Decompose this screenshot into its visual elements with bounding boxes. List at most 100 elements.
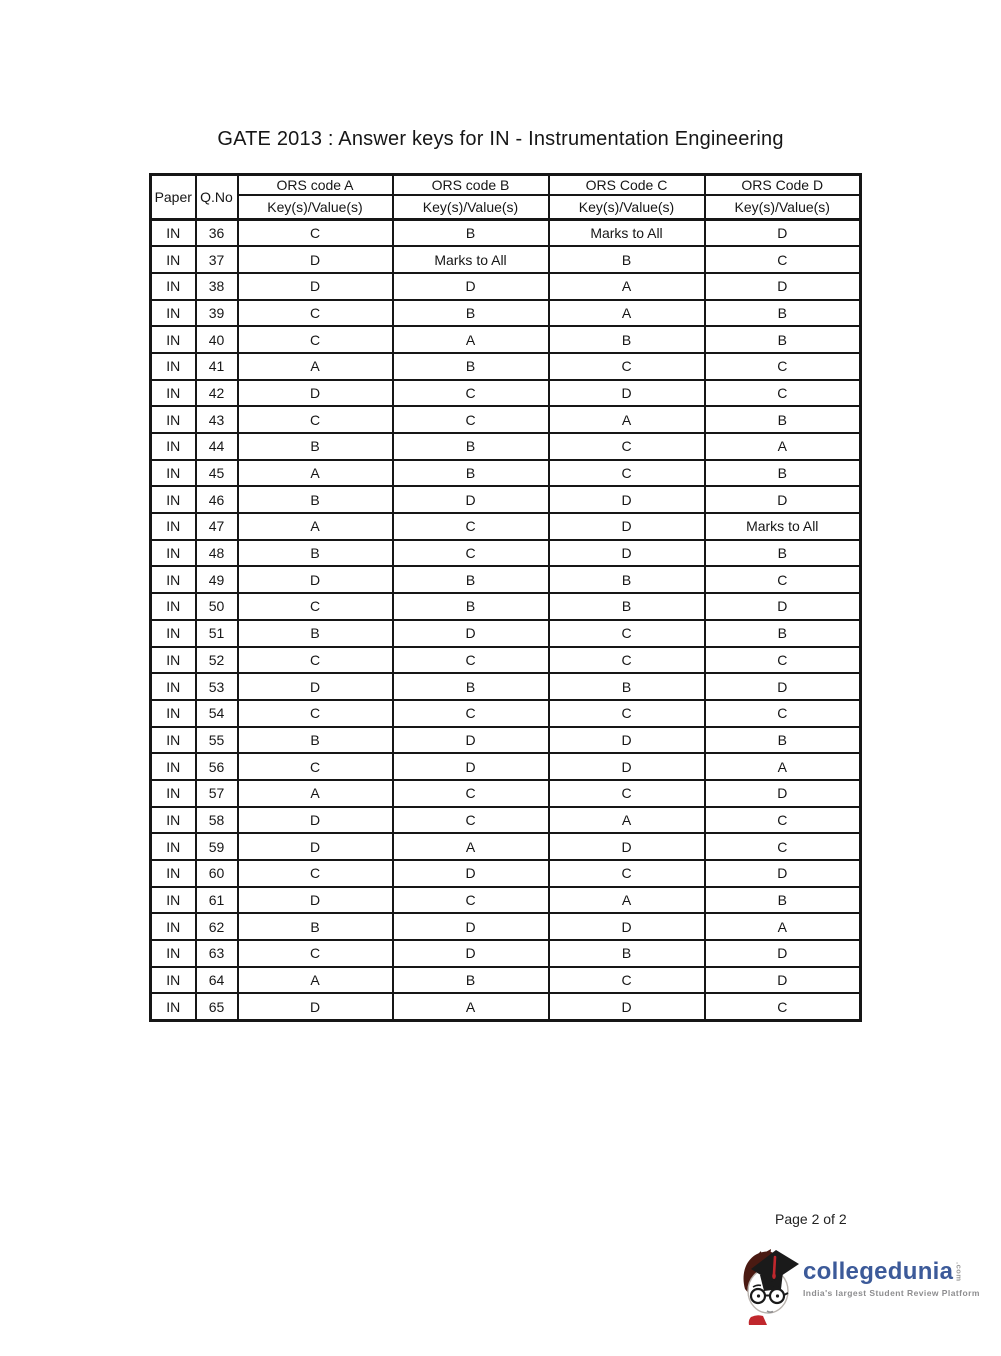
key-cell-ors-d: C (703, 378, 862, 408)
key-cell-ors-c: D (547, 912, 706, 942)
key-cell-ors-a: B (236, 618, 394, 648)
paper-cell: IN (149, 912, 197, 942)
key-cell-ors-b: C (391, 405, 550, 434)
qno-cell: 42 (194, 378, 239, 408)
qno-cell: 40 (194, 325, 239, 354)
key-cell-ors-b: C (391, 885, 550, 915)
key-cell-ors-b: B (391, 672, 550, 701)
col-subheader-ors-d: Key(s)/Value(s) (703, 193, 862, 221)
paper-cell: IN (149, 939, 197, 968)
key-cell-ors-b: B (391, 218, 550, 248)
key-cell-ors-c: C (547, 778, 706, 808)
key-cell-ors-c: A (547, 805, 706, 835)
key-cell-ors-a: C (236, 405, 394, 434)
key-cell-ors-c: C (547, 351, 706, 381)
col-header-ors-d: ORS Code D (703, 173, 862, 196)
table-row: IN 65 D A D C (149, 992, 862, 1022)
qno-cell: 43 (194, 405, 239, 434)
page-number: Page 2 of 2 (775, 1211, 847, 1227)
qno-cell: 51 (194, 618, 239, 648)
key-cell-ors-b: C (391, 512, 550, 541)
key-cell-ors-d: B (703, 405, 862, 434)
paper-cell: IN (149, 432, 197, 461)
key-cell-ors-d: D (703, 778, 862, 808)
key-cell-ors-d: A (703, 432, 862, 461)
col-subheader-ors-b: Key(s)/Value(s) (391, 193, 550, 221)
table-row: IN 61 D C A B (149, 885, 862, 915)
key-cell-ors-d: A (703, 912, 862, 942)
key-cell-ors-d: D (703, 592, 862, 621)
key-cell-ors-b: A (391, 992, 550, 1022)
key-cell-ors-a: B (236, 432, 394, 461)
key-cell-ors-d: D (703, 218, 862, 248)
key-cell-ors-d: C (703, 698, 862, 728)
qno-cell: 56 (194, 752, 239, 781)
table-row: IN 64 A B C D (149, 965, 862, 995)
key-cell-ors-c: C (547, 458, 706, 488)
key-cell-ors-d: B (703, 885, 862, 915)
key-cell-ors-b: C (391, 698, 550, 728)
key-cell-ors-a: C (236, 698, 394, 728)
key-cell-ors-a: D (236, 992, 394, 1022)
key-cell-ors-d: D (703, 859, 862, 888)
paper-cell: IN (149, 672, 197, 701)
qno-cell: 38 (194, 271, 239, 301)
key-cell-ors-c: A (547, 885, 706, 915)
key-cell-ors-b: D (391, 912, 550, 942)
table-row: IN 51 B D C B (149, 618, 862, 648)
table-row: IN 38 D D A D (149, 271, 862, 301)
col-header-ors-c: ORS Code C (547, 173, 706, 196)
key-cell-ors-a: A (236, 458, 394, 488)
key-cell-ors-b: B (391, 351, 550, 381)
key-cell-ors-d: C (703, 832, 862, 861)
qno-cell: 58 (194, 805, 239, 835)
key-cell-ors-c: B (547, 565, 706, 595)
key-cell-ors-b: D (391, 271, 550, 301)
key-cell-ors-c: C (547, 645, 706, 675)
key-cell-ors-c: A (547, 271, 706, 301)
key-cell-ors-d: C (703, 645, 862, 675)
key-cell-ors-a: C (236, 752, 394, 781)
key-cell-ors-b: B (391, 458, 550, 488)
collegedunia-logo: collegedunia .com India's largest Studen… (741, 1245, 980, 1325)
key-cell-ors-b: B (391, 298, 550, 328)
qno-cell: 60 (194, 859, 239, 888)
key-cell-ors-c: D (547, 485, 706, 515)
table-row: IN 59 D A D C (149, 832, 862, 861)
key-cell-ors-c: C (547, 618, 706, 648)
table-row: IN 40 C A B B (149, 325, 862, 354)
table-row: IN 42 D C D C (149, 378, 862, 408)
qno-cell: 46 (194, 485, 239, 515)
qno-cell: 65 (194, 992, 239, 1022)
qno-cell: 52 (194, 645, 239, 675)
table-row: IN 49 D B B C (149, 565, 862, 595)
table-row: IN 58 D C A C (149, 805, 862, 835)
paper-cell: IN (149, 271, 197, 301)
key-cell-ors-b: B (391, 432, 550, 461)
key-cell-ors-b: D (391, 618, 550, 648)
table-row: IN 45 A B C B (149, 458, 862, 488)
col-header-ors-a: ORS code A (236, 173, 394, 196)
paper-cell: IN (149, 698, 197, 728)
key-cell-ors-b: D (391, 752, 550, 781)
paper-cell: IN (149, 885, 197, 915)
key-cell-ors-a: A (236, 965, 394, 995)
key-cell-ors-c: B (547, 592, 706, 621)
table-row: IN 52 C C C C (149, 645, 862, 675)
key-cell-ors-d: B (703, 325, 862, 354)
paper-cell: IN (149, 351, 197, 381)
qno-cell: 63 (194, 939, 239, 968)
key-cell-ors-a: D (236, 245, 394, 274)
key-cell-ors-c: Marks to All (547, 218, 706, 248)
qno-cell: 41 (194, 351, 239, 381)
key-cell-ors-c: C (547, 698, 706, 728)
key-cell-ors-a: B (236, 725, 394, 755)
qno-cell: 45 (194, 458, 239, 488)
key-cell-ors-a: C (236, 325, 394, 354)
key-cell-ors-d: C (703, 805, 862, 835)
key-cell-ors-d: C (703, 351, 862, 381)
key-cell-ors-d: D (703, 485, 862, 515)
qno-cell: 37 (194, 245, 239, 274)
answer-key-table: Paper Q.No ORS code A ORS code B ORS Cod… (149, 173, 862, 1022)
col-subheader-ors-c: Key(s)/Value(s) (547, 193, 706, 221)
